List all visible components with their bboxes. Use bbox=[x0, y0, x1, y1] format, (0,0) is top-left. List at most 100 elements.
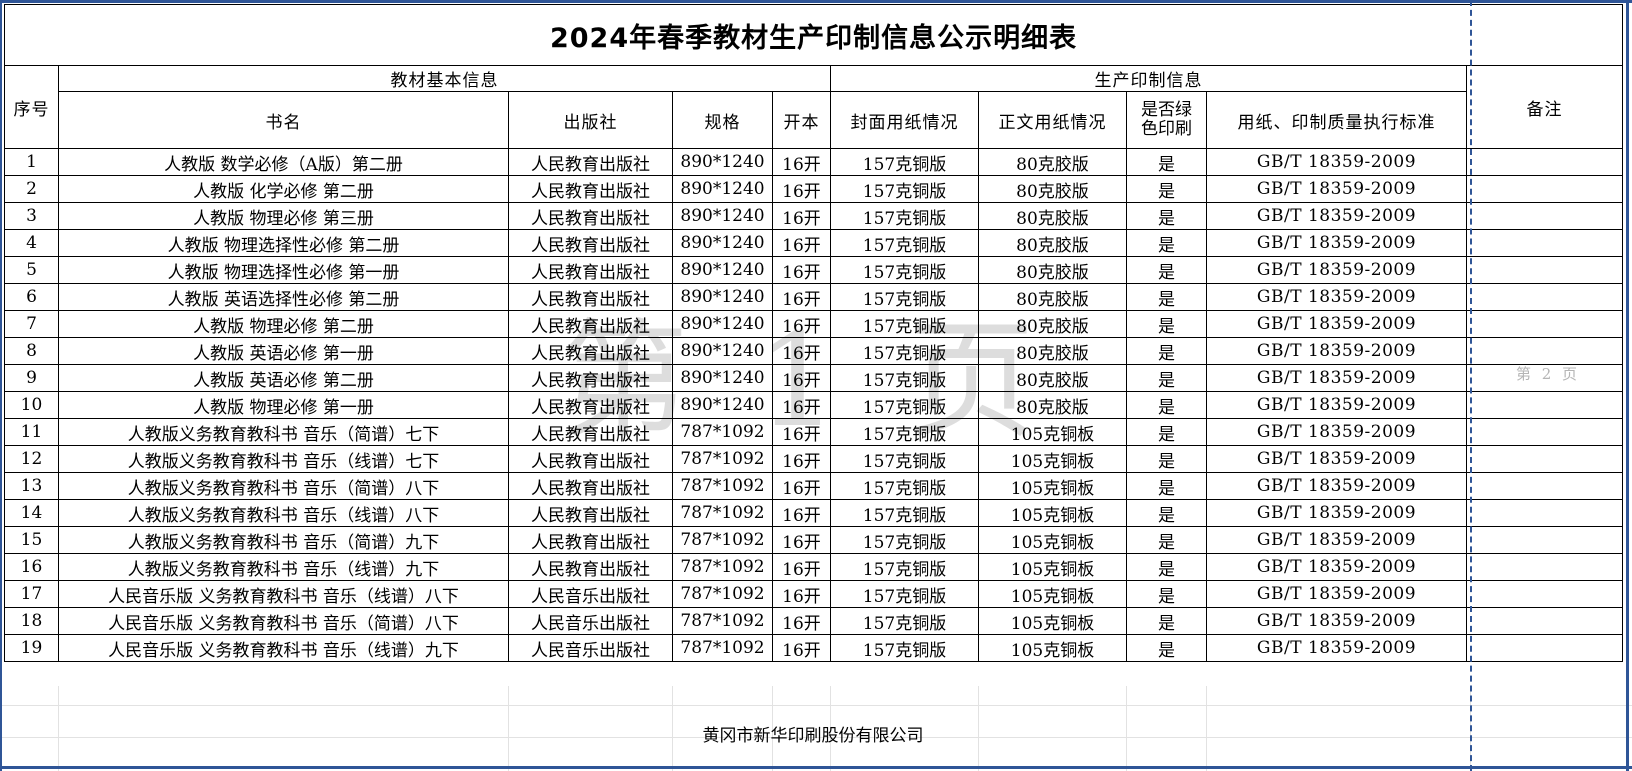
cell-standard: GB/T 18359-2009 bbox=[1206, 499, 1467, 527]
cell-cover-paper: 157克铜版 bbox=[830, 634, 979, 662]
cell-publisher: 人民音乐出版社 bbox=[508, 580, 673, 608]
header-cover-paper: 封面用纸情况 bbox=[830, 91, 979, 149]
cell-seq: 7 bbox=[4, 310, 59, 338]
cell-publisher: 人民教育出版社 bbox=[508, 364, 673, 392]
cell-book-name: 人教版 物理必修 第三册 bbox=[58, 202, 509, 230]
cell-cover-paper: 157克铜版 bbox=[830, 175, 979, 203]
cell-body-paper: 105克铜板 bbox=[978, 418, 1127, 446]
cell-book-name: 人教版义务教育教科书 音乐（线谱）八下 bbox=[58, 499, 509, 527]
cell-format: 16开 bbox=[772, 391, 831, 419]
cell-remarks bbox=[1465, 607, 1624, 635]
cell-body-paper: 80克胶版 bbox=[978, 148, 1127, 176]
header-group-basic-info: 教材基本信息 bbox=[58, 65, 831, 92]
cell-format: 16开 bbox=[772, 310, 831, 338]
cell-seq: 4 bbox=[4, 229, 59, 257]
cell-book-name: 人教版义务教育教科书 音乐（线谱）七下 bbox=[58, 445, 509, 473]
cell-spec: 890*1240 bbox=[672, 202, 773, 230]
header-green-print-line2: 色印刷 bbox=[1141, 119, 1192, 139]
cell-seq: 2 bbox=[4, 175, 59, 203]
cell-spec: 787*1092 bbox=[672, 580, 773, 608]
header-group-production-info: 生产印制信息 bbox=[830, 65, 1467, 92]
cell-book-name: 人教版义务教育教科书 音乐（简谱）九下 bbox=[58, 526, 509, 554]
cell-format: 16开 bbox=[772, 337, 831, 365]
print-area-left-border bbox=[0, 0, 2, 771]
table-row: 3 人教版 物理必修 第三册 人民教育出版社 890*1240 16开 157克铜版 80克… bbox=[4, 202, 1624, 230]
cell-cover-paper: 157克铜版 bbox=[830, 337, 979, 365]
table-row: 19 人民音乐版 义务教育教科书 音乐（线谱）九下 人民音乐出版社 787*1092 1… bbox=[4, 634, 1624, 662]
cell-cover-paper: 157克铜版 bbox=[830, 553, 979, 581]
print-area-top-border bbox=[0, 0, 1632, 3]
cell-format: 16开 bbox=[772, 364, 831, 392]
cell-spec: 787*1092 bbox=[672, 472, 773, 500]
cell-seq: 16 bbox=[4, 553, 59, 581]
cell-format: 16开 bbox=[772, 445, 831, 473]
table-row: 9 人教版 英语必修 第二册 人民教育出版社 890*1240 16开 157克铜版 80克… bbox=[4, 364, 1624, 392]
cell-publisher: 人民教育出版社 bbox=[508, 175, 673, 203]
cell-book-name: 人教版义务教育教科书 音乐（简谱）八下 bbox=[58, 472, 509, 500]
cell-remarks bbox=[1465, 283, 1624, 311]
cell-publisher: 人民教育出版社 bbox=[508, 337, 673, 365]
cell-seq: 19 bbox=[4, 634, 59, 662]
cell-remarks bbox=[1465, 337, 1624, 365]
cell-standard: GB/T 18359-2009 bbox=[1206, 283, 1467, 311]
cell-body-paper: 105克铜板 bbox=[978, 445, 1127, 473]
cell-format: 16开 bbox=[772, 607, 831, 635]
grid-line bbox=[1206, 686, 1207, 771]
cell-seq: 15 bbox=[4, 526, 59, 554]
grid-line bbox=[978, 686, 979, 771]
cell-standard: GB/T 18359-2009 bbox=[1206, 229, 1467, 257]
cell-body-paper: 80克胶版 bbox=[978, 337, 1127, 365]
cell-body-paper: 80克胶版 bbox=[978, 175, 1127, 203]
cell-publisher: 人民教育出版社 bbox=[508, 391, 673, 419]
cell-remarks bbox=[1465, 310, 1624, 338]
cell-standard: GB/T 18359-2009 bbox=[1206, 391, 1467, 419]
table-row: 5 人教版 物理选择性必修 第一册 人民教育出版社 890*1240 16开 157克铜版… bbox=[4, 256, 1624, 284]
table-row: 15 人教版义务教育教科书 音乐（简谱）九下 人民教育出版社 787*1092 16开 1… bbox=[4, 526, 1624, 554]
cell-format: 16开 bbox=[772, 256, 831, 284]
cell-green-print: 是 bbox=[1126, 256, 1207, 284]
page-title: 2024年春季教材生产印制信息公示明细表 bbox=[3, 4, 1624, 66]
footer-row: 黄冈市新华印刷股份有限公司 bbox=[4, 716, 1622, 750]
cell-standard: GB/T 18359-2009 bbox=[1206, 418, 1467, 446]
footer-table: 黄冈市新华印刷股份有限公司 bbox=[4, 716, 1622, 750]
cell-standard: GB/T 18359-2009 bbox=[1206, 526, 1467, 554]
cell-green-print: 是 bbox=[1126, 283, 1207, 311]
cell-cover-paper: 157克铜版 bbox=[830, 418, 979, 446]
cell-green-print: 是 bbox=[1126, 364, 1207, 392]
print-area-right-border bbox=[1626, 0, 1629, 771]
cell-spec: 890*1240 bbox=[672, 256, 773, 284]
cell-standard: GB/T 18359-2009 bbox=[1206, 175, 1467, 203]
cell-cover-paper: 157克铜版 bbox=[830, 391, 979, 419]
cell-publisher: 人民教育出版社 bbox=[508, 283, 673, 311]
table-row: 17 人民音乐版 义务教育教科书 音乐（线谱）八下 人民音乐出版社 787*1092 1… bbox=[4, 580, 1624, 608]
table-row: 10 人教版 物理必修 第一册 人民教育出版社 890*1240 16开 157克铜版 80… bbox=[4, 391, 1624, 419]
cell-cover-paper: 157克铜版 bbox=[830, 472, 979, 500]
cell-seq: 11 bbox=[4, 418, 59, 446]
cell-publisher: 人民教育出版社 bbox=[508, 229, 673, 257]
cell-green-print: 是 bbox=[1126, 175, 1207, 203]
cell-standard: GB/T 18359-2009 bbox=[1206, 634, 1467, 662]
cell-cover-paper: 157克铜版 bbox=[830, 310, 979, 338]
cell-green-print: 是 bbox=[1126, 391, 1207, 419]
cell-spec: 787*1092 bbox=[672, 526, 773, 554]
cell-body-paper: 80克胶版 bbox=[978, 256, 1127, 284]
data-table: 2024年春季教材生产印制信息公示明细表 序号 教材基本信息 生产印制信息 备注… bbox=[3, 4, 1624, 662]
cell-publisher: 人民教育出版社 bbox=[508, 526, 673, 554]
page-number-marker: 第 2 页 bbox=[1515, 365, 1581, 383]
cell-remarks bbox=[1465, 634, 1624, 662]
cell-cover-paper: 157克铜版 bbox=[830, 364, 979, 392]
cell-body-paper: 80克胶版 bbox=[978, 364, 1127, 392]
cell-spec: 890*1240 bbox=[672, 337, 773, 365]
cell-spec: 890*1240 bbox=[672, 148, 773, 176]
table-row: 13 人教版义务教育教科书 音乐（简谱）八下 人民教育出版社 787*1092 16开 1… bbox=[4, 472, 1624, 500]
cell-book-name: 人教版 数学必修（A版）第二册 bbox=[58, 148, 509, 176]
cell-book-name: 人教版 物理必修 第二册 bbox=[58, 310, 509, 338]
cell-cover-paper: 157克铜版 bbox=[830, 580, 979, 608]
grid-line bbox=[0, 737, 1632, 738]
header-standard: 用纸、印制质量执行标准 bbox=[1206, 91, 1467, 149]
header-spec: 规格 bbox=[672, 91, 773, 149]
cell-green-print: 是 bbox=[1126, 310, 1207, 338]
grid-line bbox=[508, 686, 509, 771]
cell-format: 16开 bbox=[772, 229, 831, 257]
grid-line bbox=[830, 686, 831, 771]
